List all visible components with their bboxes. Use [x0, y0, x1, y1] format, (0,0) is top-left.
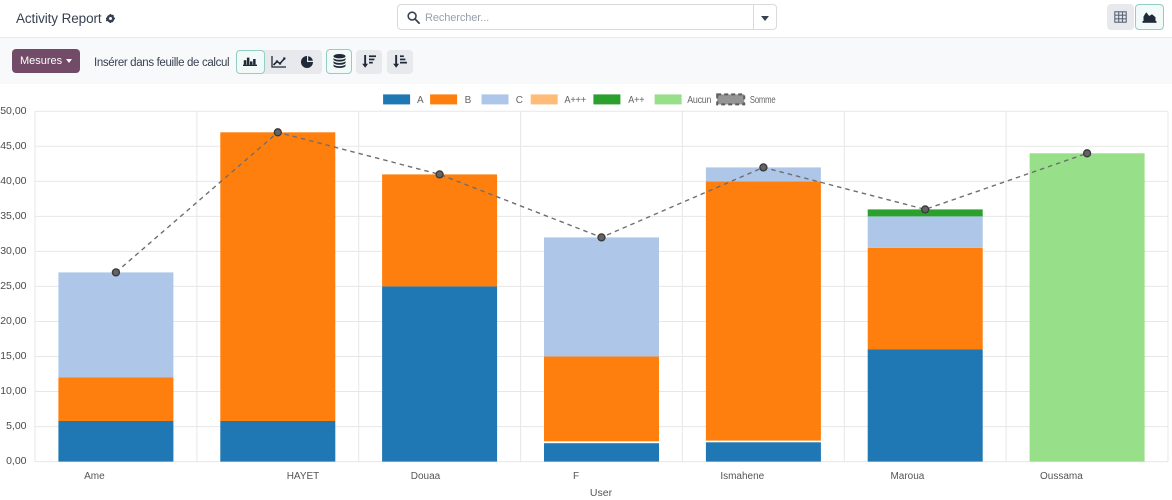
- svg-text:C: C: [516, 95, 523, 106]
- svg-text:10,00: 10,00: [0, 385, 26, 397]
- svg-text:B: B: [465, 95, 472, 106]
- svg-text:Douaa: Douaa: [411, 471, 441, 482]
- svg-text:Oussama: Oussama: [1040, 471, 1083, 482]
- svg-text:F: F: [573, 471, 579, 482]
- svg-text:Aucun: Aucun: [687, 95, 711, 106]
- svg-text:Somme: Somme: [750, 95, 776, 106]
- svg-text:A++: A++: [628, 95, 644, 106]
- svg-text:Ame: Ame: [84, 471, 105, 482]
- svg-text:20,00: 20,00: [0, 315, 26, 327]
- svg-text:25,00: 25,00: [0, 280, 26, 292]
- svg-text:30,00: 30,00: [0, 245, 26, 257]
- svg-text:Maroua: Maroua: [890, 471, 924, 482]
- svg-text:50,00: 50,00: [0, 105, 26, 117]
- svg-text:40,00: 40,00: [0, 175, 26, 187]
- svg-text:15,00: 15,00: [0, 350, 26, 362]
- svg-text:A: A: [417, 95, 424, 106]
- svg-text:35,00: 35,00: [0, 210, 26, 222]
- svg-text:User: User: [590, 487, 613, 499]
- svg-text:A+++: A+++: [564, 95, 586, 106]
- svg-text:45,00: 45,00: [0, 140, 26, 152]
- svg-text:HAYET: HAYET: [287, 471, 320, 482]
- svg-text:0,00: 0,00: [6, 455, 27, 467]
- svg-text:Ismahene: Ismahene: [720, 471, 764, 482]
- svg-text:5,00: 5,00: [6, 420, 27, 432]
